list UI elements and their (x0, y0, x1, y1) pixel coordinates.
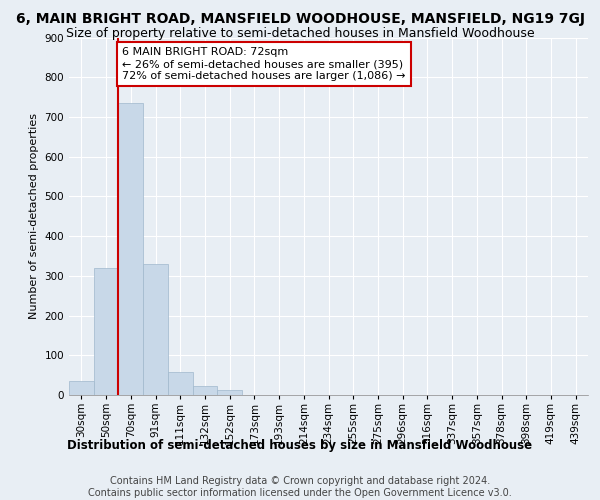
Text: Size of property relative to semi-detached houses in Mansfield Woodhouse: Size of property relative to semi-detach… (65, 28, 535, 40)
Bar (94, 268, 118, 395)
Bar (118, 103, 143, 395)
Bar (217, 390, 242, 395)
Bar (193, 386, 217, 395)
Bar (143, 264, 168, 395)
Text: 6, MAIN BRIGHT ROAD, MANSFIELD WOODHOUSE, MANSFIELD, NG19 7GJ: 6, MAIN BRIGHT ROAD, MANSFIELD WOODHOUSE… (16, 12, 584, 26)
Y-axis label: Number of semi-detached properties: Number of semi-detached properties (29, 114, 39, 320)
Text: 6 MAIN BRIGHT ROAD: 72sqm
← 26% of semi-detached houses are smaller (395)
72% of: 6 MAIN BRIGHT ROAD: 72sqm ← 26% of semi-… (122, 48, 406, 80)
Text: Distribution of semi-detached houses by size in Mansfield Woodhouse: Distribution of semi-detached houses by … (67, 440, 533, 452)
Bar (69, 381, 94, 395)
Bar (168, 372, 193, 395)
Text: Contains HM Land Registry data © Crown copyright and database right 2024.
Contai: Contains HM Land Registry data © Crown c… (88, 476, 512, 498)
